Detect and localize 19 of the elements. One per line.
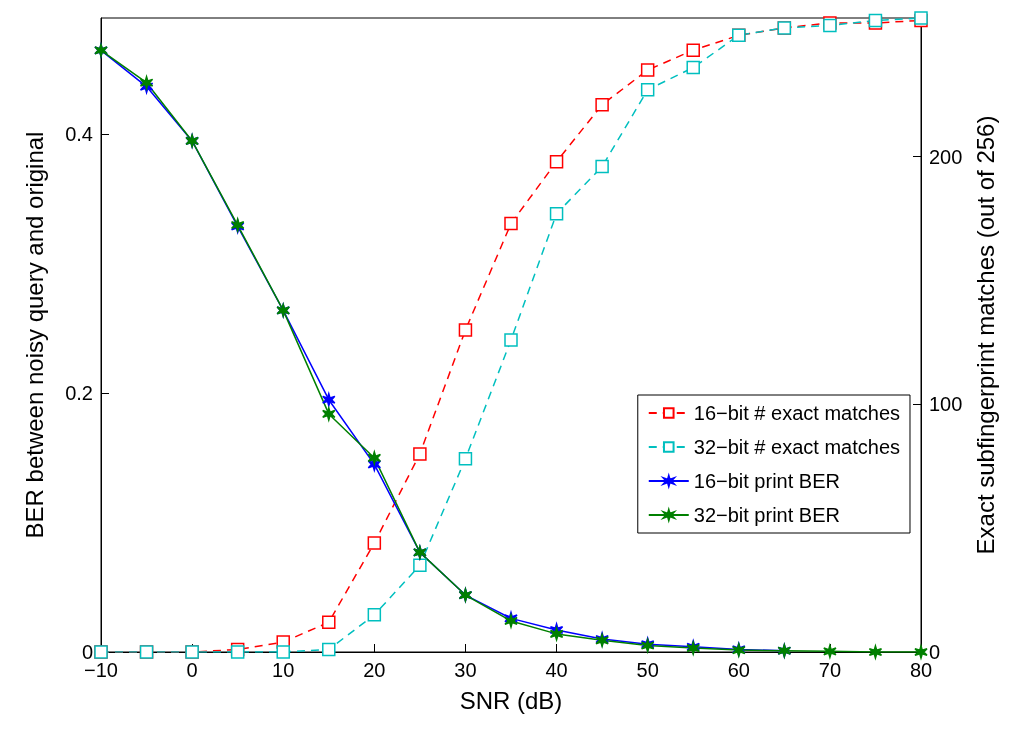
x-tick-label: 70 bbox=[818, 659, 842, 681]
y2-tick-label: 100 bbox=[929, 393, 963, 416]
x-tick-label: 60 bbox=[727, 659, 750, 681]
legend-label: 32−bit print BER bbox=[693, 504, 840, 526]
x-tick-label: 30 bbox=[454, 659, 477, 681]
x-tick-label: 20 bbox=[363, 659, 386, 681]
legend-label: 32−bit # exact matches bbox=[693, 436, 900, 458]
x-tick-label: 50 bbox=[636, 659, 659, 681]
x-tick-label: 0 bbox=[186, 659, 198, 681]
y-axis-title: BER between noisy query and original bbox=[20, 131, 48, 539]
y-tick-label: 0.2 bbox=[65, 382, 93, 405]
x-tick-label: 10 bbox=[272, 659, 295, 681]
legend-label: 16−bit print BER bbox=[693, 470, 840, 492]
x-axis-title: SNR (dB) bbox=[459, 686, 563, 714]
x-tick-label: 40 bbox=[545, 659, 568, 681]
y2-axis-title: Exact subfingerprint matches (out of 256) bbox=[971, 115, 999, 555]
legend-label: 16−bit # exact matches bbox=[693, 402, 900, 424]
y2-tick-label: 200 bbox=[929, 145, 963, 168]
y-tick-label: 0.4 bbox=[65, 123, 93, 146]
